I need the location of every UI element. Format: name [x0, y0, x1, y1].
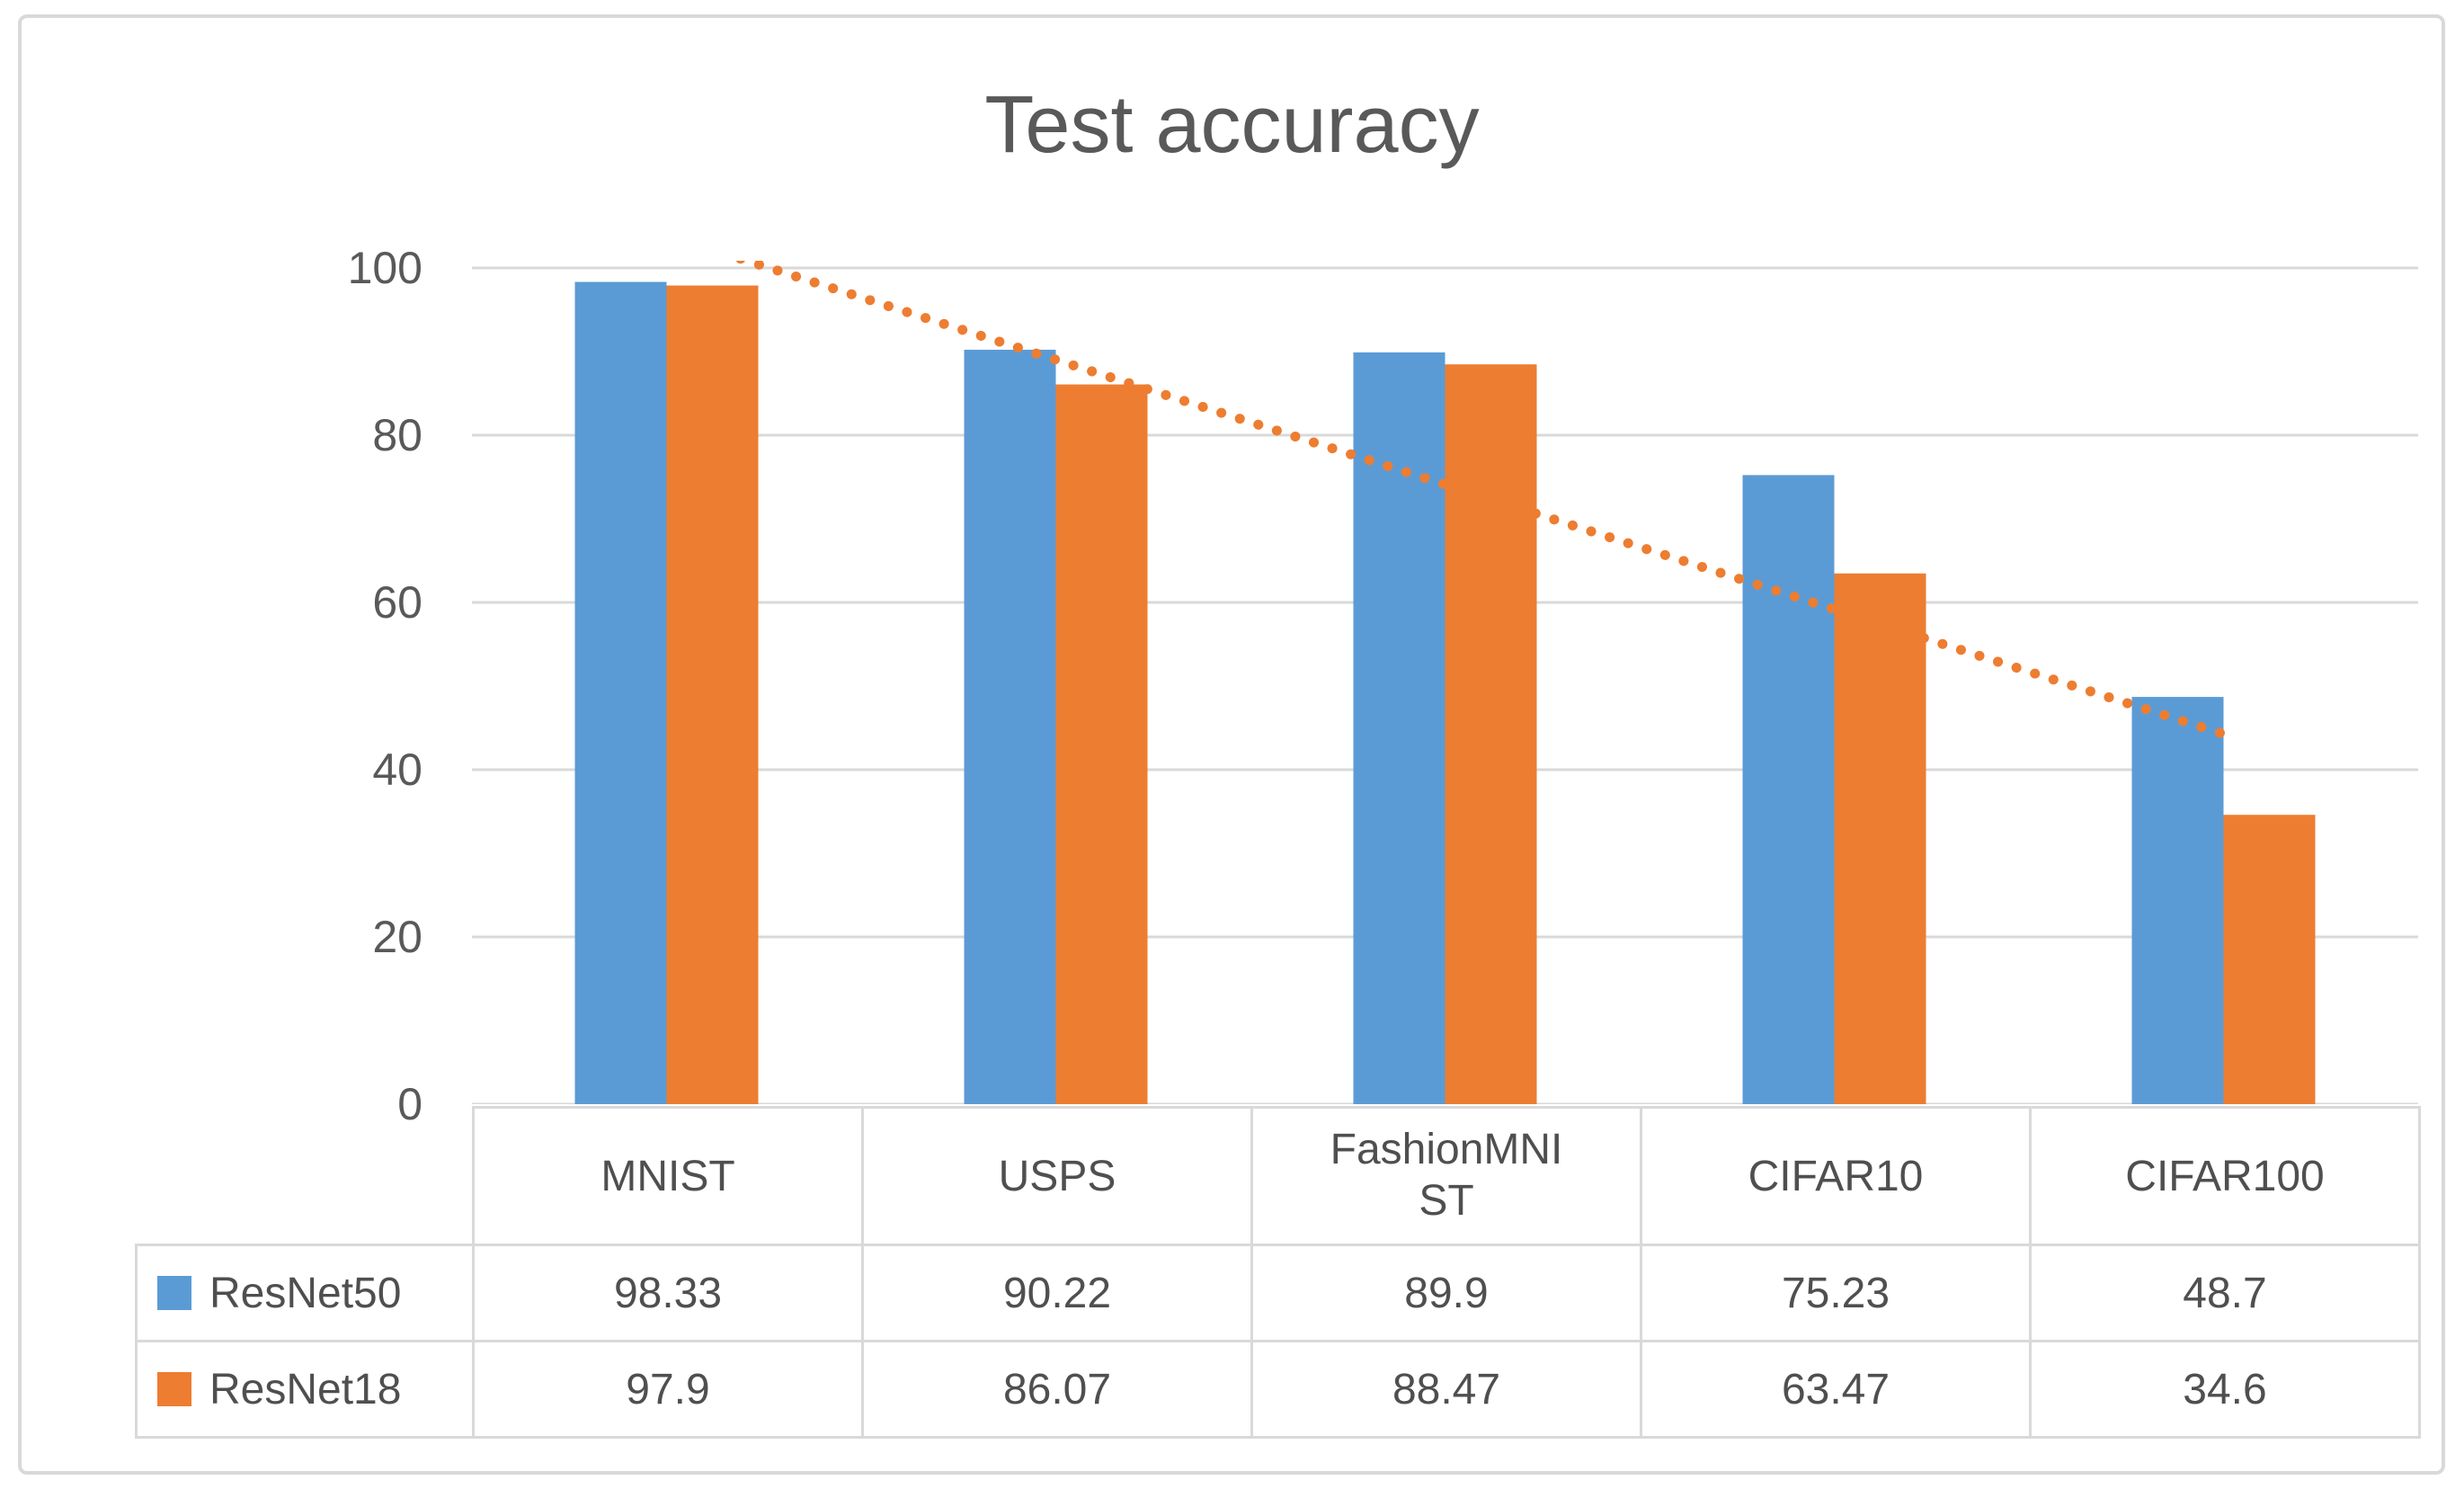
legend-swatch-resnet18 — [157, 1372, 191, 1406]
value-cell-resnet18-cifar100: 34.6 — [2029, 1340, 2421, 1439]
category-header-cifar10: CIFAR10 — [1640, 1106, 2032, 1246]
plot-area — [472, 261, 2418, 1104]
category-header-fashionmnist: FashionMNIST — [1250, 1106, 1642, 1246]
legend-cell-resnet50: ResNet50 — [135, 1244, 475, 1342]
value-cell-resnet50-fashionmnist: 89.9 — [1250, 1244, 1642, 1342]
y-tick-label: 40 — [372, 744, 423, 795]
legend-label: ResNet18 — [209, 1365, 402, 1413]
y-tick-label: 60 — [372, 577, 423, 628]
legend-cell-resnet18: ResNet18 — [135, 1340, 475, 1439]
value-cell-resnet50-cifar10: 75.23 — [1640, 1244, 2032, 1342]
trendline — [730, 261, 2228, 739]
category-header-usps: USPS — [861, 1106, 1253, 1246]
value-cell-resnet50-cifar100: 48.7 — [2029, 1244, 2421, 1342]
y-tick-label: 100 — [347, 243, 423, 293]
table-row-resnet18: ResNet18 97.9 86.07 88.47 63.47 34.6 — [135, 1340, 2421, 1439]
bar-resnet50-mnist — [574, 281, 667, 1104]
table-row-resnet50: ResNet50 98.33 90.22 89.9 75.23 48.7 — [135, 1244, 2421, 1342]
bar-resnet18-cifar100 — [2223, 815, 2316, 1104]
category-header-cifar100: CIFAR100 — [2029, 1106, 2421, 1246]
value-cell-resnet50-mnist: 98.33 — [472, 1244, 864, 1342]
category-header-mnist: MNIST — [472, 1106, 864, 1246]
bar-resnet18-fashionmnist — [1445, 364, 1537, 1104]
bar-resnet18-cifar10 — [1834, 573, 1926, 1104]
value-cell-resnet18-usps: 86.07 — [861, 1340, 1253, 1439]
value-cell-resnet18-cifar10: 63.47 — [1640, 1340, 2032, 1439]
y-tick-label: 80 — [372, 410, 423, 460]
value-cell-resnet50-usps: 90.22 — [861, 1244, 1253, 1342]
bar-resnet18-mnist — [666, 285, 759, 1104]
value-cell-resnet18-fashionmnist: 88.47 — [1250, 1340, 1642, 1439]
bar-resnet50-fashionmnist — [1353, 352, 1445, 1104]
value-cell-resnet18-mnist: 97.9 — [472, 1340, 864, 1439]
y-tick-label: 0 — [397, 1079, 423, 1129]
bar-resnet50-usps — [964, 349, 1056, 1104]
legend-swatch-resnet50 — [157, 1276, 191, 1310]
y-tick-label: 20 — [372, 912, 423, 962]
data-table: MNIST USPS FashionMNIST CIFAR10 CIFAR100 ResN… — [135, 1106, 2421, 1439]
table-corner-empty — [137, 1108, 474, 1245]
bar-resnet18-usps — [1055, 384, 1148, 1104]
legend-label: ResNet50 — [209, 1269, 402, 1317]
bar-resnet50-cifar100 — [2131, 697, 2224, 1104]
chart-title: Test accuracy — [984, 80, 1480, 170]
bar-resnet50-cifar10 — [1742, 475, 1835, 1104]
